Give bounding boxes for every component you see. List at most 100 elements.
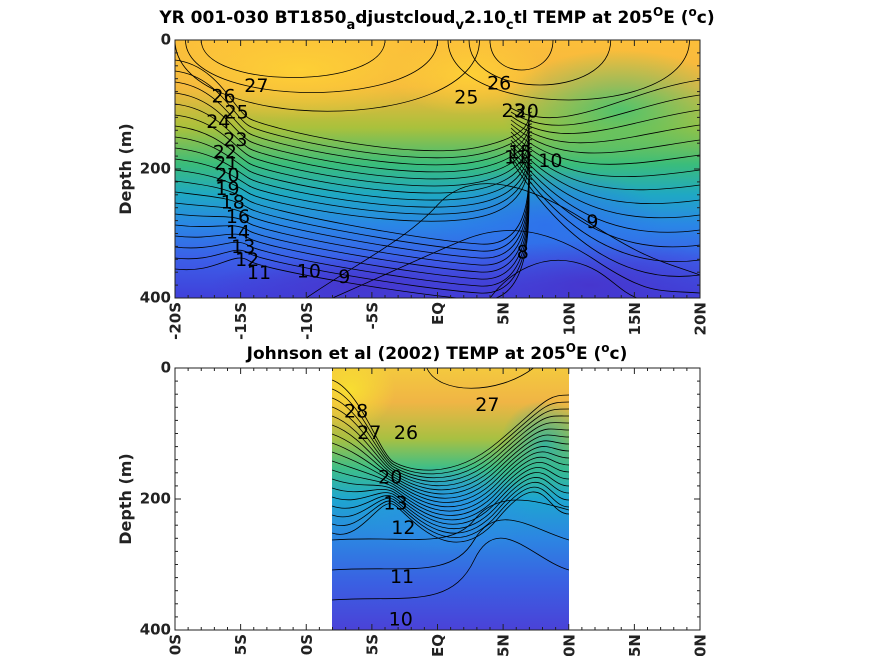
contour-label: 26 bbox=[394, 422, 418, 444]
contour-line bbox=[332, 433, 569, 495]
contour-line bbox=[332, 519, 569, 571]
contour-line bbox=[332, 379, 569, 471]
contour-label: 22 bbox=[213, 141, 237, 163]
contour-line bbox=[332, 467, 569, 521]
contour-line bbox=[332, 499, 569, 541]
contour-line bbox=[332, 451, 569, 507]
contour-label: 13 bbox=[231, 236, 255, 258]
contour-label: 10 bbox=[389, 609, 413, 631]
contour-label: 26 bbox=[487, 72, 511, 94]
contour-label: 25 bbox=[225, 101, 249, 123]
contour-label: 27 bbox=[244, 75, 268, 97]
panel-1: YR 001-030 BT1850adjustcloudv2.10ctl TEM… bbox=[116, 5, 715, 340]
contour-line bbox=[175, 114, 533, 187]
contour-line bbox=[510, 123, 700, 154]
contour-line bbox=[332, 491, 569, 543]
contour-label: 20 bbox=[215, 165, 239, 187]
contour-line bbox=[175, 135, 533, 201]
contour-line bbox=[510, 119, 700, 144]
contour-label: 26 bbox=[211, 85, 235, 107]
contour-line bbox=[489, 40, 554, 71]
contour-line bbox=[332, 424, 569, 491]
x-tick-label: -10S bbox=[298, 302, 316, 340]
contour-label: 13 bbox=[383, 493, 407, 515]
contour-line bbox=[332, 406, 569, 483]
contour-line bbox=[332, 388, 569, 475]
contour-line bbox=[175, 59, 533, 152]
y-tick-label: 0 bbox=[161, 359, 171, 377]
contour-line bbox=[510, 127, 700, 165]
panel-2: Johnson et al (2002) TEMP at 205OE (oc) bbox=[116, 341, 710, 656]
contour-line bbox=[332, 462, 569, 516]
y-tick-label: 200 bbox=[140, 160, 171, 178]
contour-line bbox=[175, 70, 533, 159]
x-tick-label: -5S bbox=[363, 302, 381, 329]
contour-label: 12 bbox=[235, 249, 259, 271]
contour-line bbox=[332, 537, 569, 601]
contour-line bbox=[510, 94, 700, 126]
contour-line bbox=[175, 125, 533, 194]
contour-line bbox=[510, 135, 700, 191]
x-tick-label: 15N bbox=[626, 634, 644, 656]
contour-line bbox=[426, 368, 534, 389]
x-tick-label: 10N bbox=[560, 634, 578, 656]
contour-label: 16 bbox=[226, 206, 250, 228]
panel-1-title: YR 001-030 BT1850adjustcloudv2.10ctl TEM… bbox=[158, 5, 714, 33]
contour-label: 15 bbox=[508, 141, 532, 163]
contour-line bbox=[447, 40, 690, 101]
x-tick-label: 5N bbox=[495, 634, 513, 656]
contour-label: 27 bbox=[357, 422, 381, 444]
contour-label: 11 bbox=[504, 147, 528, 169]
contour-line bbox=[332, 397, 569, 479]
panel-1-contour-lines bbox=[175, 40, 700, 298]
x-tick-label: -10S bbox=[298, 634, 316, 656]
contour-label: 20 bbox=[515, 101, 539, 123]
panel-1-ylabel: Depth (m) bbox=[116, 123, 135, 215]
x-tick-label: 5N bbox=[495, 302, 513, 325]
x-tick-label: 10N bbox=[560, 302, 578, 335]
contour-line bbox=[306, 183, 700, 298]
contour-label: 10 bbox=[538, 150, 562, 172]
contour-line bbox=[332, 472, 569, 525]
contour-line bbox=[175, 92, 533, 173]
contour-label: 23 bbox=[223, 129, 247, 151]
contour-line bbox=[332, 440, 569, 499]
contour-label: 27 bbox=[475, 394, 499, 416]
contour-label: 10 bbox=[297, 261, 321, 283]
contour-line bbox=[332, 456, 569, 512]
contour-label: 25 bbox=[454, 87, 478, 109]
contour-label: 20 bbox=[378, 467, 402, 489]
contour-line bbox=[510, 79, 700, 118]
x-tick-label: 20N bbox=[692, 634, 710, 656]
contour-line bbox=[510, 143, 700, 219]
contour-line bbox=[468, 40, 612, 86]
y-tick-label: 0 bbox=[161, 31, 171, 49]
x-tick-label: -5S bbox=[363, 634, 381, 656]
contour-line bbox=[332, 415, 569, 487]
contour-label: 9 bbox=[338, 266, 350, 288]
contour-label: 19 bbox=[215, 178, 239, 200]
x-tick-label: -15S bbox=[232, 302, 250, 340]
contour-line bbox=[510, 151, 700, 248]
contour-line bbox=[200, 40, 386, 78]
y-tick-label: 400 bbox=[140, 289, 171, 307]
contour-line bbox=[175, 40, 480, 112]
contour-line bbox=[175, 139, 533, 208]
panel-2-contour-lines bbox=[332, 368, 569, 601]
contour-line bbox=[332, 230, 700, 298]
contour-line bbox=[510, 147, 700, 233]
contour-label: 9 bbox=[586, 211, 598, 233]
contour-line bbox=[510, 159, 700, 277]
contour-line bbox=[510, 139, 700, 204]
contour-label: 28 bbox=[344, 400, 368, 422]
y-tick-label: 400 bbox=[140, 621, 171, 639]
panel-2-ticks: -20S -15S -10S -5S EQ 5N 10N 15N 20N 0 200 400 bbox=[140, 359, 710, 656]
x-tick-label: -15S bbox=[232, 634, 250, 656]
contour-line bbox=[175, 146, 533, 222]
contour-line bbox=[510, 131, 700, 177]
